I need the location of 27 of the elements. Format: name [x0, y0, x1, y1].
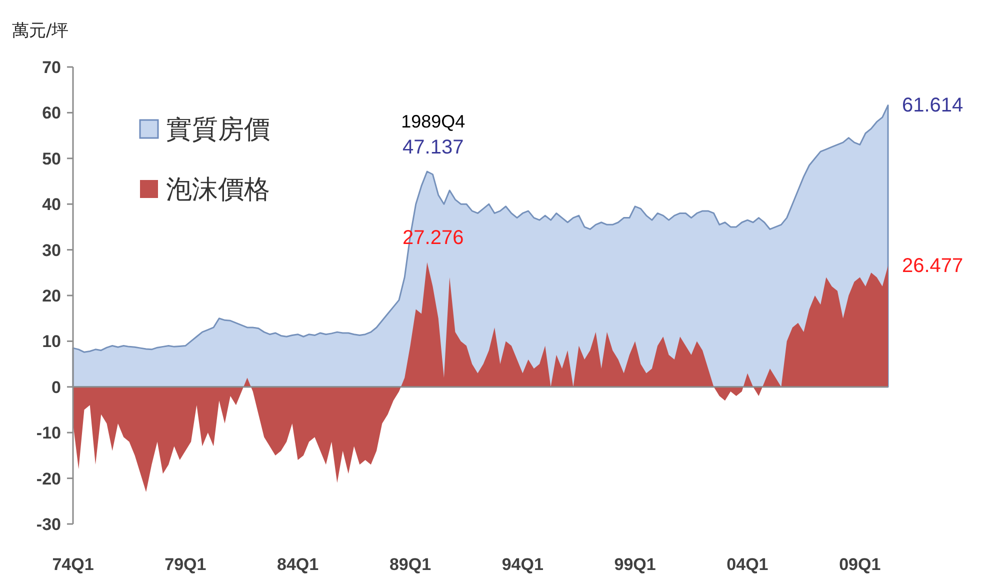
y-tick-label: 10 — [42, 332, 61, 352]
data-label: 47.137 — [402, 136, 464, 158]
y-tick-label: 50 — [42, 149, 61, 168]
x-tick-label: 74Q1 — [52, 555, 94, 574]
y-tick-label: -20 — [36, 469, 61, 488]
x-tick-label: 99Q1 — [614, 555, 656, 574]
y-tick-label: 60 — [42, 104, 61, 123]
data-label: 27.276 — [402, 227, 464, 250]
data-label: 26.477 — [902, 254, 964, 277]
x-tick-label: 84Q1 — [277, 555, 319, 574]
y-tick-label: 20 — [42, 286, 61, 306]
y-tick-label: 40 — [42, 195, 61, 214]
y-tick-label: 70 — [42, 58, 61, 77]
y-tick-label: 0 — [52, 378, 61, 397]
y-tick-label: -10 — [36, 424, 61, 443]
x-tick-label: 04Q1 — [726, 555, 768, 574]
legend-label: 實質房價 — [166, 115, 270, 145]
legend-label: 泡沫價格 — [166, 175, 270, 205]
annotation: 1989Q4 — [401, 111, 466, 132]
data-label: 61.614 — [902, 94, 964, 116]
y-tick-label: 30 — [42, 240, 61, 260]
y-tick-label: -30 — [36, 515, 61, 534]
x-tick-label: 09Q1 — [839, 555, 881, 574]
y-axis-title: 萬元/坪 — [12, 21, 69, 41]
x-tick-label: 94Q1 — [502, 555, 544, 574]
x-tick-label: 89Q1 — [389, 555, 432, 574]
x-tick-label: 79Q1 — [164, 555, 206, 574]
